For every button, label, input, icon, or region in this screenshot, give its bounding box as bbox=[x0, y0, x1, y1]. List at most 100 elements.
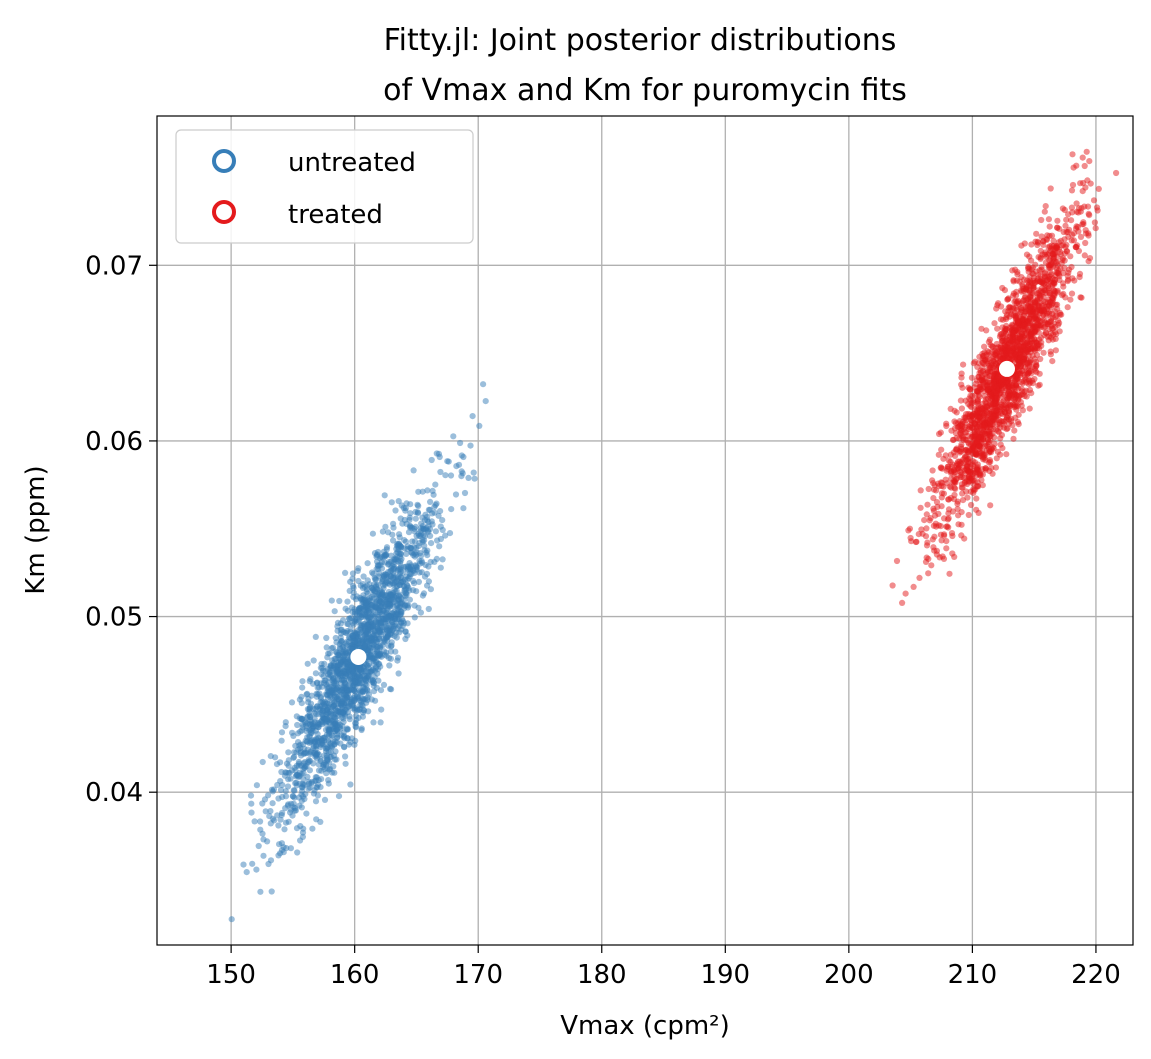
sample-point bbox=[274, 812, 281, 819]
sample-point bbox=[318, 737, 325, 744]
x-tick-label: 160 bbox=[330, 960, 380, 990]
sample-point bbox=[994, 325, 1001, 332]
sample-point bbox=[278, 729, 286, 736]
sample-point bbox=[1053, 244, 1060, 251]
sample-point bbox=[294, 721, 301, 729]
sample-point bbox=[388, 643, 395, 650]
sample-point bbox=[300, 825, 307, 832]
sample-point bbox=[1085, 232, 1092, 239]
sample-point bbox=[1026, 405, 1033, 412]
sample-point bbox=[346, 615, 353, 622]
sample-point bbox=[951, 491, 958, 499]
sample-point bbox=[1060, 283, 1067, 290]
sample-point bbox=[1020, 359, 1027, 366]
sample-point bbox=[997, 331, 1004, 338]
sample-point bbox=[955, 423, 962, 430]
sample-point bbox=[967, 402, 974, 409]
sample-point bbox=[1052, 347, 1059, 354]
sample-point bbox=[322, 761, 330, 768]
sample-point bbox=[990, 356, 997, 363]
sample-point bbox=[1069, 151, 1076, 158]
sample-point bbox=[947, 451, 954, 458]
sample-point bbox=[1005, 346, 1012, 353]
sample-point bbox=[1033, 230, 1040, 237]
sample-point bbox=[385, 654, 393, 662]
sample-point bbox=[469, 413, 476, 420]
sample-point bbox=[952, 430, 960, 437]
sample-point bbox=[966, 447, 973, 454]
series-treated bbox=[889, 148, 1120, 607]
sample-point bbox=[921, 517, 928, 524]
sample-point bbox=[406, 560, 413, 567]
sample-point bbox=[1020, 297, 1027, 304]
sample-point bbox=[416, 557, 423, 565]
sample-point bbox=[409, 538, 416, 545]
sample-point bbox=[428, 456, 435, 464]
sample-point bbox=[935, 451, 942, 458]
sample-point bbox=[324, 671, 332, 678]
sample-point bbox=[313, 774, 320, 781]
sample-point bbox=[1029, 377, 1036, 384]
sample-point bbox=[1046, 243, 1053, 250]
sample-point bbox=[1041, 208, 1048, 215]
sample-point bbox=[332, 634, 339, 642]
sample-point bbox=[1045, 309, 1052, 316]
sample-point bbox=[319, 711, 326, 718]
sample-point bbox=[1086, 212, 1093, 219]
sample-point bbox=[923, 525, 930, 532]
sample-point bbox=[938, 446, 945, 453]
sample-point bbox=[458, 468, 465, 475]
sample-point bbox=[925, 485, 932, 493]
sample-point bbox=[427, 498, 434, 505]
sample-point bbox=[1090, 197, 1098, 204]
sample-point bbox=[1017, 335, 1024, 342]
sample-point bbox=[403, 500, 410, 507]
sample-point bbox=[313, 690, 320, 697]
sample-point bbox=[411, 553, 419, 560]
sample-point bbox=[1077, 294, 1084, 301]
sample-point bbox=[1040, 324, 1047, 331]
sample-point bbox=[396, 629, 403, 636]
sample-point bbox=[1006, 324, 1014, 331]
sample-point bbox=[1037, 247, 1044, 254]
sample-point bbox=[228, 916, 235, 923]
legend: untreated treated bbox=[175, 129, 474, 244]
sample-point bbox=[917, 504, 924, 511]
sample-point bbox=[958, 508, 965, 516]
sample-point bbox=[936, 430, 943, 438]
sample-point bbox=[983, 351, 990, 358]
sample-point bbox=[1025, 319, 1032, 327]
sample-point bbox=[355, 565, 362, 572]
sample-point bbox=[312, 705, 319, 713]
sample-point bbox=[922, 533, 930, 540]
sample-point bbox=[325, 738, 332, 746]
sample-point bbox=[928, 562, 935, 569]
sample-point bbox=[338, 638, 345, 645]
sample-point bbox=[1018, 274, 1025, 281]
sample-point bbox=[1063, 216, 1070, 223]
sample-point bbox=[923, 511, 930, 518]
sample-point bbox=[395, 546, 402, 553]
sample-point bbox=[380, 648, 388, 655]
sample-point bbox=[304, 660, 311, 667]
sample-point bbox=[313, 680, 321, 687]
sample-point bbox=[334, 684, 341, 691]
sample-point bbox=[958, 405, 966, 412]
sample-point bbox=[929, 536, 936, 543]
sample-point bbox=[299, 833, 306, 841]
sample-point bbox=[290, 787, 297, 794]
sample-point bbox=[1037, 318, 1044, 325]
sample-point bbox=[307, 748, 314, 755]
sample-point bbox=[924, 539, 931, 546]
sample-point bbox=[330, 763, 337, 770]
sample-point bbox=[1027, 296, 1034, 303]
sample-point bbox=[285, 762, 292, 769]
sample-point bbox=[933, 523, 940, 530]
sample-point bbox=[1040, 349, 1047, 356]
sample-point bbox=[1023, 393, 1030, 400]
sample-point bbox=[298, 700, 305, 707]
sample-point bbox=[1010, 390, 1018, 397]
sample-point bbox=[1044, 320, 1051, 327]
sample-point bbox=[1003, 451, 1010, 458]
sample-point bbox=[406, 514, 413, 521]
